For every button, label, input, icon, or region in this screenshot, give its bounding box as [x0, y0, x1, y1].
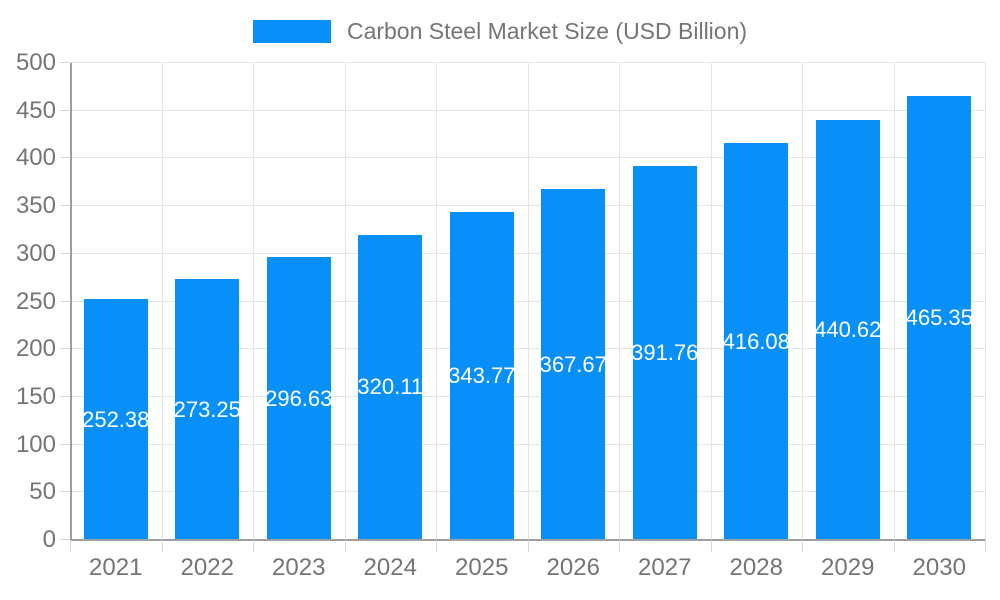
y-tick-label: 50 [29, 478, 56, 506]
y-tick-label: 200 [15, 335, 56, 363]
bar-value-label: 296.63 [265, 385, 333, 411]
x-tick-label: 2021 [89, 554, 143, 581]
x-tick-label: 2029 [821, 554, 875, 581]
x-tick [70, 540, 71, 552]
x-tick [253, 540, 254, 552]
y-tick [60, 252, 70, 254]
chart-legend: Carbon Steel Market Size (USD Billion) [0, 18, 1000, 44]
bar-2022: 273.25 [173, 279, 241, 540]
x-tick [710, 540, 712, 552]
y-tick-label: 450 [15, 96, 56, 124]
v-gridline [253, 63, 254, 540]
y-tick [60, 109, 70, 111]
bar-2029: 440.62 [814, 119, 882, 540]
x-tick-label: 2023 [272, 554, 326, 581]
bar-2023: 296.63 [265, 257, 333, 540]
x-tick-label: 2022 [180, 554, 234, 581]
y-tick [60, 348, 70, 350]
v-gridline [802, 63, 803, 540]
y-tick-label: 100 [15, 430, 56, 458]
legend-swatch [252, 19, 331, 43]
v-gridline [527, 63, 529, 540]
bar-value-label: 465.35 [905, 305, 973, 331]
v-gridline [344, 63, 346, 540]
bar-value-label: 391.76 [631, 340, 699, 366]
y-tick-label: 350 [15, 192, 56, 220]
x-tick [527, 540, 529, 552]
x-tick [619, 540, 620, 552]
legend-label: Carbon Steel Market Size (USD Billion) [346, 18, 748, 44]
y-tick-label: 400 [15, 144, 56, 172]
bar-value-label: 367.67 [539, 351, 607, 377]
v-gridline [710, 63, 712, 540]
y-tick-label: 150 [15, 382, 56, 410]
x-tick [893, 540, 895, 552]
bar-value-label: 320.11 [357, 374, 424, 400]
x-tick [985, 540, 986, 552]
x-tick-label: 2028 [729, 554, 783, 581]
bar-value-label: 273.25 [173, 396, 241, 422]
y-tick [60, 157, 70, 159]
y-tick-label: 250 [15, 287, 56, 315]
y-tick [60, 443, 70, 445]
v-gridline [893, 63, 895, 540]
bar-2025: 343.77 [448, 212, 516, 540]
y-tick [60, 491, 70, 493]
bar-2028: 416.08 [722, 143, 790, 540]
bar-2024: 320.11 [357, 234, 424, 540]
y-tick [60, 539, 70, 540]
y-tick [60, 300, 70, 302]
x-tick [161, 540, 163, 552]
y-tick [60, 205, 70, 207]
v-gridline [985, 63, 986, 540]
x-tick-label: 2030 [912, 554, 966, 581]
bar-value-label: 416.08 [722, 328, 790, 354]
x-tick [436, 540, 437, 552]
y-tick-label: 500 [15, 49, 56, 76]
bar-value-label: 440.62 [814, 316, 882, 342]
v-gridline [436, 63, 437, 540]
h-gridline [70, 62, 985, 63]
bar-value-label: 252.38 [82, 406, 150, 432]
x-tick-label: 2027 [638, 554, 692, 581]
x-tick [802, 540, 803, 552]
x-tick-label: 2026 [546, 554, 600, 581]
bar-2026: 367.67 [539, 189, 607, 540]
bar-2021: 252.38 [82, 299, 150, 540]
y-tick-label: 300 [15, 239, 56, 267]
x-tick-label: 2025 [455, 554, 509, 581]
plot-area: 252.38 273.25 296.63 320.11 343.77 367.67 391.… [16, 49, 986, 581]
bar-2030: 465.35 [905, 96, 973, 540]
y-tick-label: 0 [42, 526, 56, 553]
legend-item[interactable]: Carbon Steel Market Size (USD Billion) [252, 18, 748, 44]
y-axis-line [70, 63, 72, 540]
bar-2027: 391.76 [631, 166, 699, 540]
y-tick [60, 62, 70, 63]
v-gridline [161, 63, 163, 540]
bar-value-label: 343.77 [448, 363, 516, 389]
v-gridline [619, 63, 620, 540]
y-tick [60, 395, 70, 397]
x-tick-label: 2024 [363, 554, 417, 581]
x-tick [344, 540, 346, 552]
